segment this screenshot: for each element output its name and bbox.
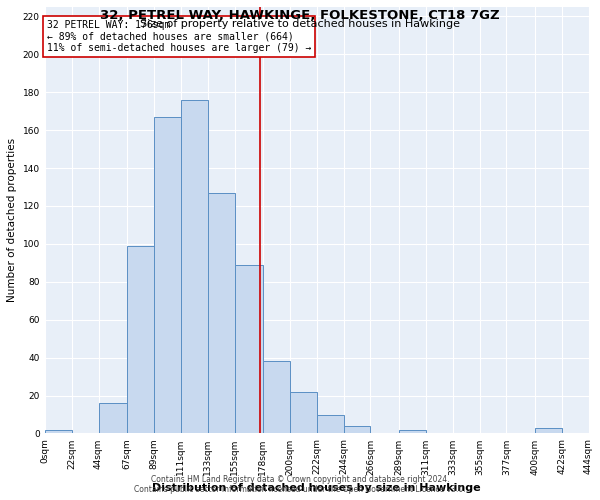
Bar (98, 403, 127, 434)
Bar (208, 192, 235, 434)
Bar (290, 392, 317, 434)
Text: 32, PETREL WAY, HAWKINGE, FOLKESTONE, CT18 7GZ: 32, PETREL WAY, HAWKINGE, FOLKESTONE, CT… (100, 9, 500, 22)
Text: Contains HM Land Registry data © Crown copyright and database right 2024.
Contai: Contains HM Land Registry data © Crown c… (134, 474, 466, 494)
Bar (181, 100, 208, 434)
Bar (154, 117, 181, 434)
Text: 32 PETREL WAY: 176sqm
← 89% of detached houses are smaller (664)
11% of semi-det: 32 PETREL WAY: 176sqm ← 89% of detached … (47, 20, 311, 54)
Bar (317, 414, 344, 434)
Y-axis label: Number of detached properties: Number of detached properties (7, 138, 17, 302)
Bar (344, 426, 370, 434)
Bar (235, 265, 263, 434)
Bar (398, 430, 425, 434)
X-axis label: Distribution of detached houses by size in Hawkinge: Distribution of detached houses by size … (152, 483, 481, 493)
Text: Size of property relative to detached houses in Hawkinge: Size of property relative to detached ho… (140, 19, 460, 29)
Bar (535, 428, 562, 434)
Bar (44, 430, 71, 434)
Bar (127, 246, 154, 434)
Bar (263, 362, 290, 434)
